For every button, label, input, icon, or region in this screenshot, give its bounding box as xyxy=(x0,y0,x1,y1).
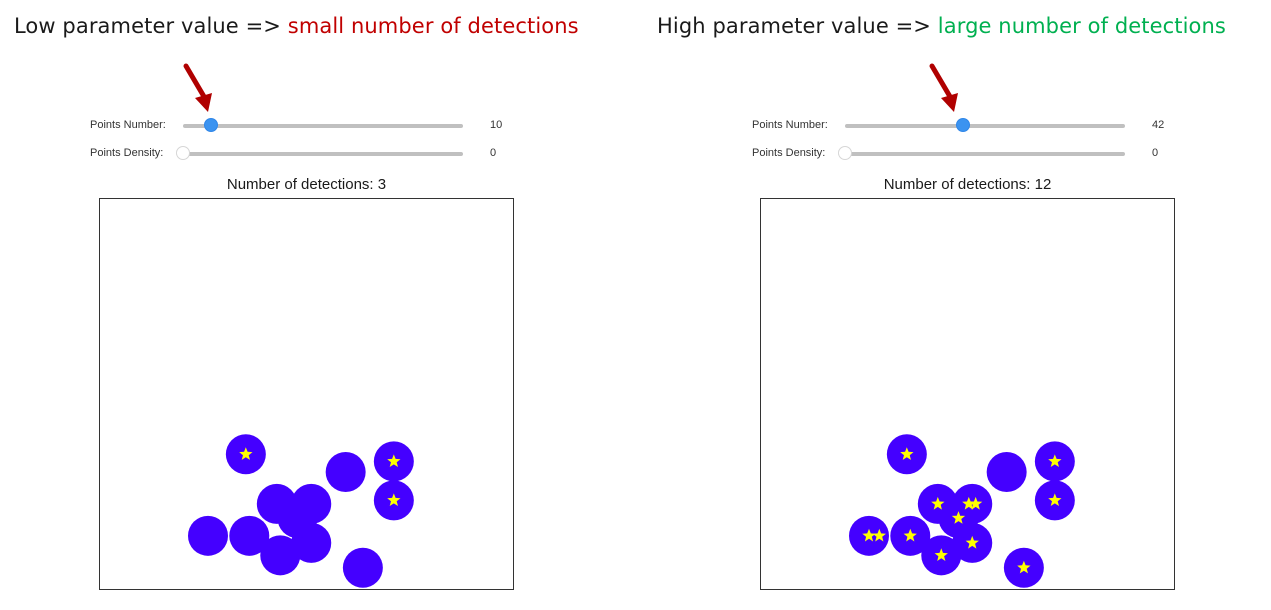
detection-star-icon xyxy=(962,496,976,510)
heading-emphasis: large number of detections xyxy=(937,14,1226,38)
points-number-slider-row: Points Number: 10 xyxy=(90,116,530,136)
points-number-value: 42 xyxy=(1152,119,1165,131)
heading-prefix: High parameter value => xyxy=(657,14,938,38)
points-density-label: Points Density: xyxy=(90,147,164,159)
points-density-slider[interactable] xyxy=(176,146,463,160)
detections-canvas xyxy=(848,434,1075,588)
points-number-slider[interactable] xyxy=(183,118,463,132)
detections-canvas xyxy=(187,434,414,588)
detection-star-icon xyxy=(969,496,983,510)
points-number-label: Points Number: xyxy=(90,119,166,131)
detection-star-icon xyxy=(1048,454,1062,467)
points-number-slider-row: Points Number: 42 xyxy=(752,116,1192,136)
points-number-thumb[interactable] xyxy=(955,118,970,132)
detection-star-icon xyxy=(862,528,876,542)
points-density-thumb[interactable] xyxy=(838,146,852,160)
detection-star-icon xyxy=(965,535,979,549)
detection-star-icon xyxy=(872,528,886,542)
points-density-thumb[interactable] xyxy=(176,146,190,160)
pointer-arrow-icon xyxy=(183,63,212,112)
detection-blob xyxy=(187,515,228,556)
detection-star-icon xyxy=(239,447,253,460)
panel-high: High parameter value => large number of … xyxy=(635,0,1271,610)
points-density-label: Points Density: xyxy=(752,147,826,159)
points-number-value: 10 xyxy=(490,119,503,131)
detection-blob xyxy=(260,535,301,576)
detection-star-icon xyxy=(951,511,966,524)
detection-star-icon xyxy=(387,454,401,467)
heading-prefix: Low parameter value => xyxy=(14,14,288,38)
points-density-value: 0 xyxy=(490,147,497,159)
detection-star-icon xyxy=(1017,560,1031,574)
points-density-value: 0 xyxy=(1152,147,1159,159)
detections-title: Number of detections: 3 xyxy=(226,176,387,193)
heading-low: Low parameter value => small number of d… xyxy=(14,14,579,38)
detections-plot xyxy=(99,198,514,590)
detection-star-icon xyxy=(934,548,948,561)
heading-high: High parameter value => large number of … xyxy=(657,14,1226,38)
detection-blob xyxy=(229,515,270,556)
detection-blob xyxy=(291,483,332,524)
detection-blob xyxy=(342,547,383,588)
detection-star-icon xyxy=(931,496,945,510)
detection-star-icon xyxy=(387,493,401,506)
detections-plot xyxy=(760,198,1175,590)
points-density-slider-row: Points Density: 0 xyxy=(752,144,1192,164)
points-number-label: Points Number: xyxy=(752,119,828,131)
detections-title: Number of detections: 12 xyxy=(883,176,1052,193)
detection-star-icon xyxy=(903,528,917,542)
points-number-thumb[interactable] xyxy=(204,118,218,132)
pointer-arrow-icon xyxy=(929,63,958,112)
heading-emphasis: small number of detections xyxy=(287,14,579,38)
detection-blob xyxy=(325,452,366,492)
detection-blob xyxy=(256,483,297,524)
detection-star-icon xyxy=(900,447,914,460)
detection-star-icon xyxy=(1048,493,1062,506)
points-density-slider[interactable] xyxy=(838,146,1125,160)
panel-low: Low parameter value => small number of d… xyxy=(0,0,630,610)
points-density-slider-row: Points Density: 0 xyxy=(90,144,530,164)
detection-blob xyxy=(986,452,1027,492)
points-number-slider[interactable] xyxy=(845,118,1125,132)
